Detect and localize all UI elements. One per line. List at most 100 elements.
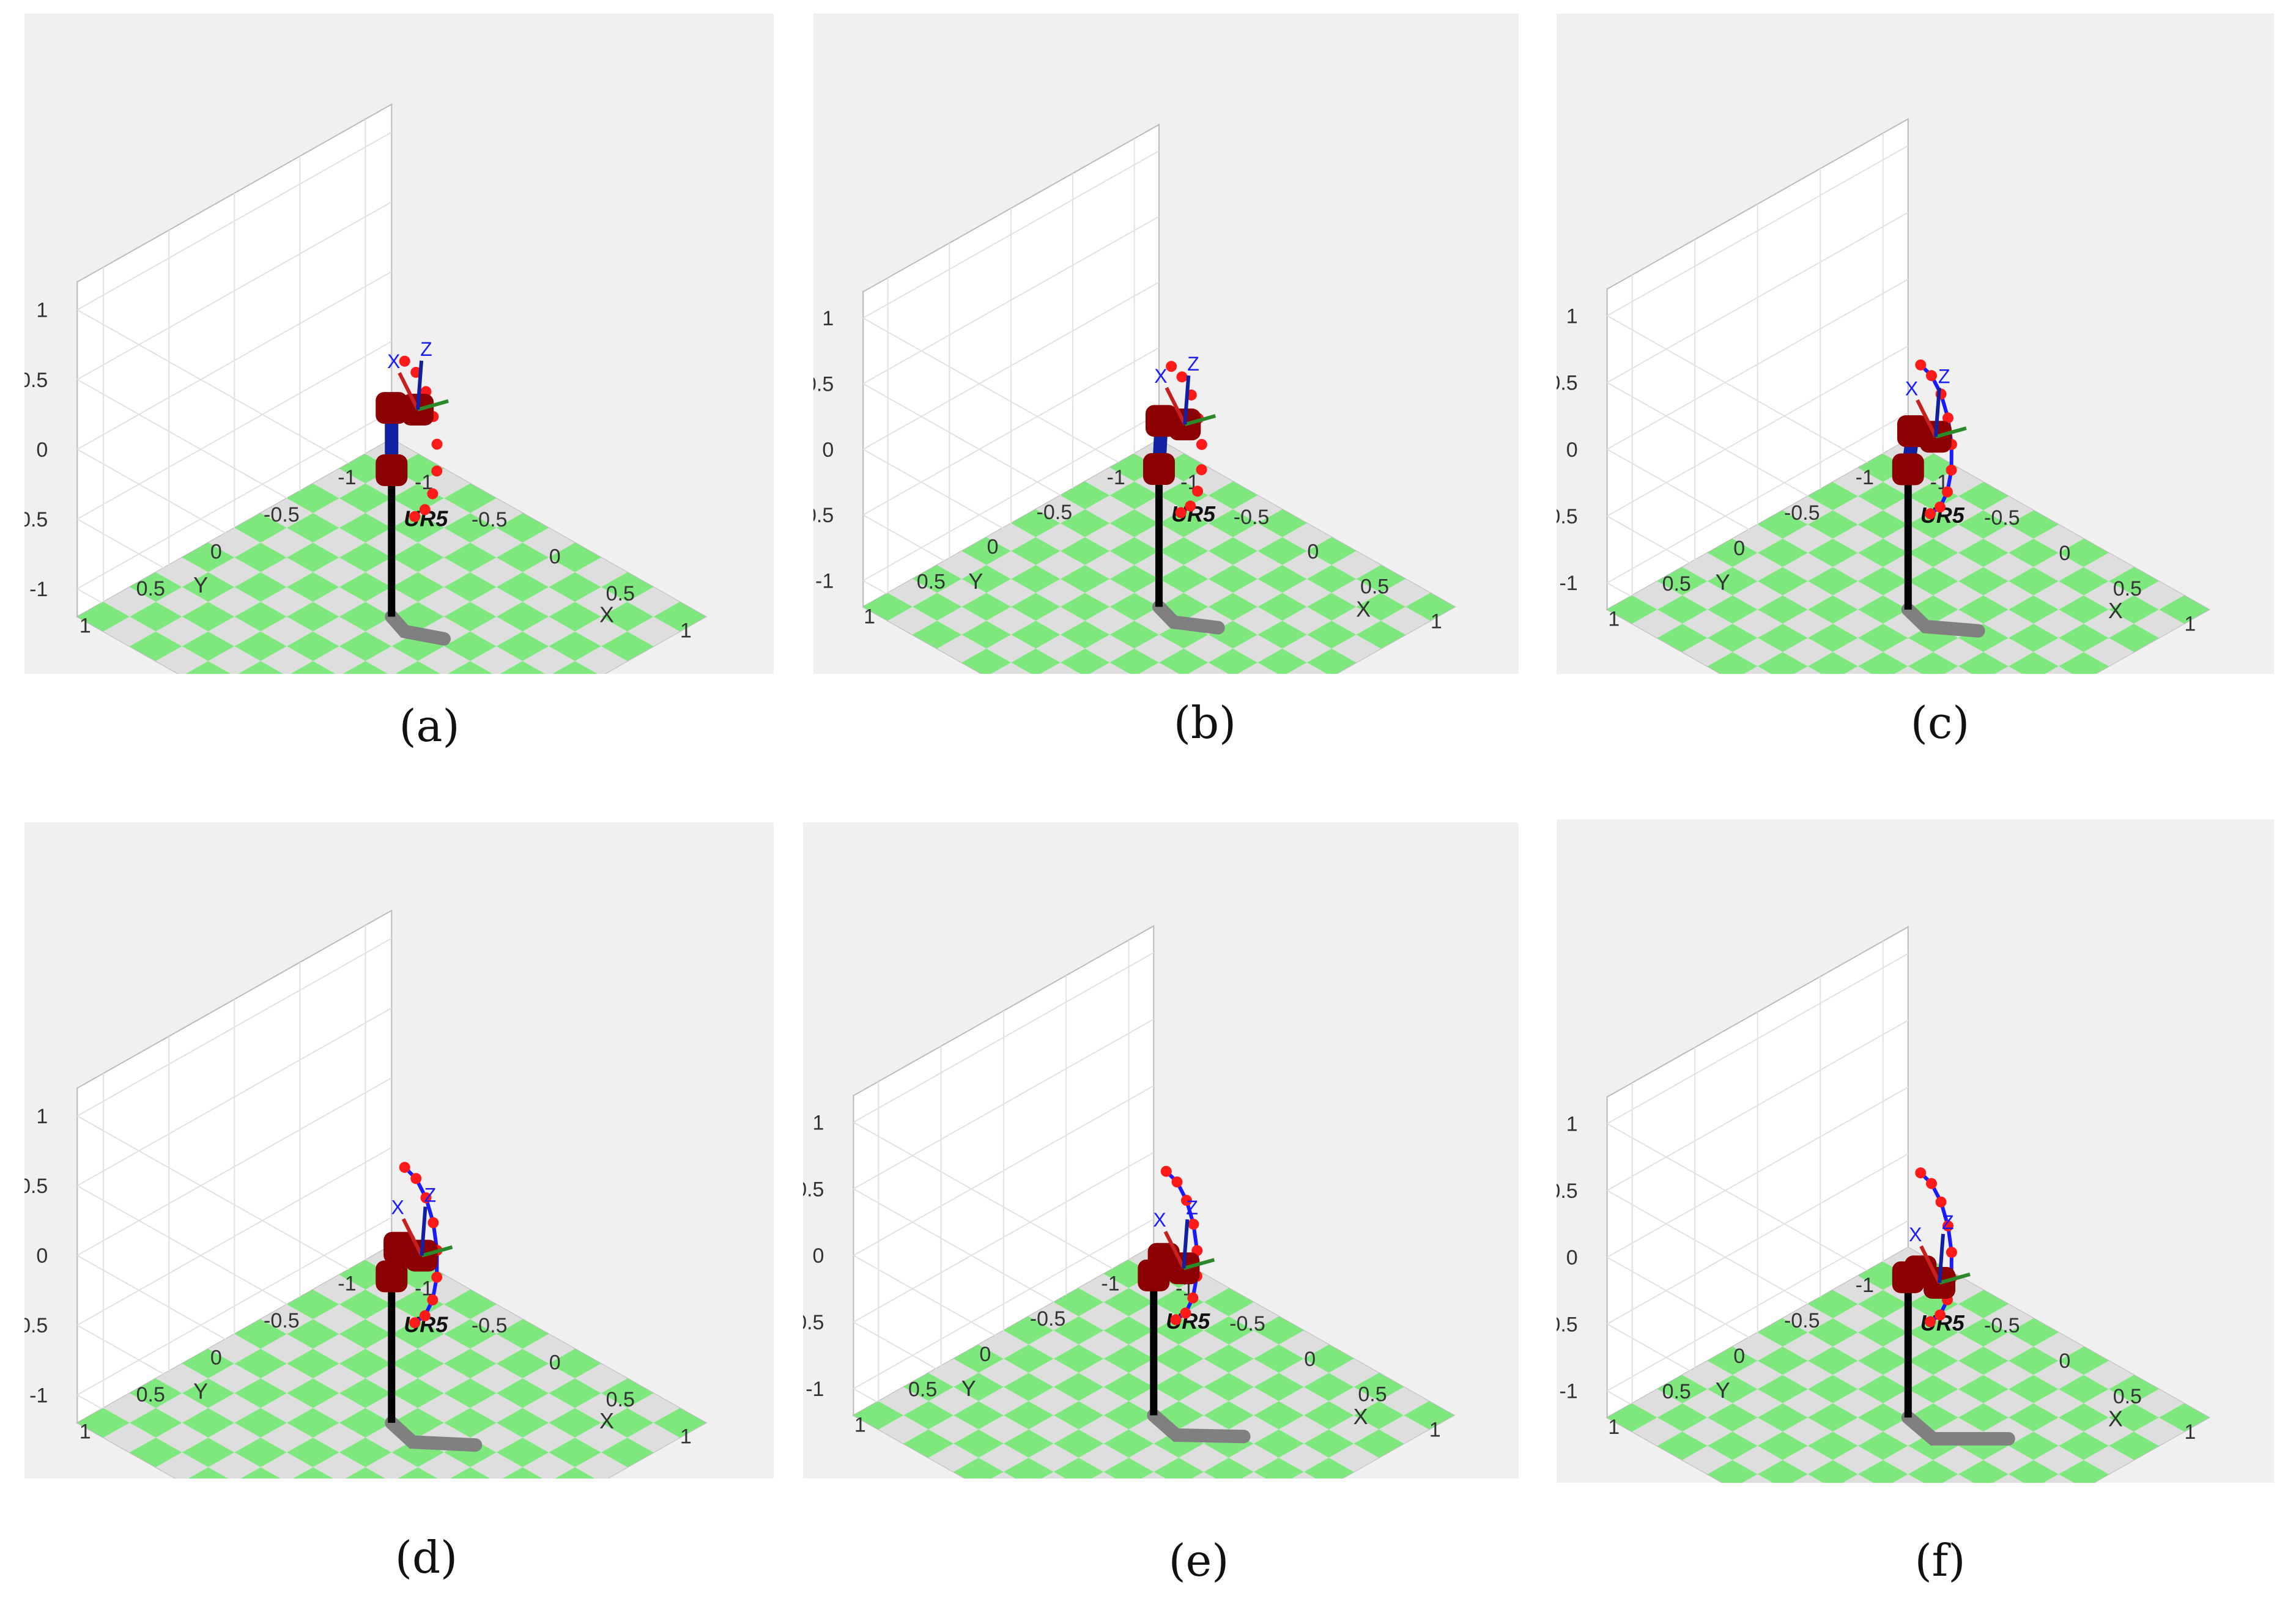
floor-tile (496, 513, 549, 543)
floor-tile (496, 631, 549, 662)
floor-tile (470, 1364, 523, 1394)
floor-tile (286, 542, 339, 572)
floor-tile (1053, 1345, 1104, 1373)
floor-tile (443, 1348, 497, 1379)
grid-line (1607, 278, 1909, 450)
floor-tile (286, 602, 339, 632)
floor-tile (522, 1364, 576, 1394)
floor-tile (575, 1452, 628, 1479)
floor-tile (1053, 1316, 1104, 1345)
floor-tile (290, 661, 336, 674)
floor-tile (2058, 1375, 2109, 1404)
z-tick-label: -0.5 (1557, 1313, 1578, 1336)
waypoint (1170, 1314, 1182, 1326)
floor-tile (129, 602, 182, 632)
y-axis-label: Y (193, 572, 208, 597)
frame-y-arrow (1184, 414, 1217, 427)
x-tick-label: 1 (2184, 613, 2196, 636)
floor-tile (313, 1422, 366, 1453)
floor-tile (234, 1348, 287, 1379)
floor-tile (1857, 1375, 1908, 1404)
floor-tile (1232, 578, 1283, 607)
floor-tile (912, 621, 962, 649)
floor-tile (863, 593, 913, 621)
y-tick-label: -1 (338, 466, 356, 489)
floor-tile (928, 1387, 979, 1416)
floor-tile (1807, 652, 1858, 674)
z-tick-label: -0.5 (24, 508, 48, 531)
floor-tile (496, 1348, 549, 1379)
floor-tile (2008, 567, 2059, 596)
floor-tile (903, 1401, 954, 1430)
floor-tile (954, 1457, 1004, 1479)
grid-line (1607, 315, 1909, 487)
y-tick-label: 1 (80, 1420, 91, 1444)
floor-tile (627, 1422, 680, 1453)
floor-tile (1257, 621, 1307, 649)
floor-tile (1232, 551, 1283, 579)
floor-tile (1757, 1403, 1808, 1432)
panel-f: 10.50-0.5-1-1-0.500.5110.50-0.5-1ZXYUR5X… (1557, 819, 2274, 1483)
floor-tile (1103, 1345, 1154, 1373)
z-tick-label: 0.5 (24, 369, 48, 392)
floor-tile (1354, 1373, 1404, 1401)
waypoint (1175, 507, 1187, 519)
z-tick-label: 0 (36, 438, 48, 462)
floor-tile (1028, 1443, 1079, 1472)
waypoint (420, 1192, 432, 1203)
y-tick-label: -1 (1107, 466, 1125, 489)
z-tick-label: 0.5 (24, 1175, 48, 1198)
floor-tile (313, 1274, 366, 1305)
floor-tile (1028, 1330, 1079, 1359)
waypoint (399, 355, 410, 367)
floor-tile (1983, 524, 2034, 553)
floor-tile (1183, 634, 1233, 663)
x-tick-label: 0 (549, 545, 561, 568)
floor-tile (1103, 1429, 1154, 1458)
floor-tile (575, 616, 628, 646)
floor-tile (1053, 1288, 1104, 1316)
floor-tile (1807, 1460, 1858, 1483)
waypoint (431, 438, 443, 450)
floor-tile (954, 1429, 1004, 1458)
floor-tile (1707, 1403, 1758, 1432)
z-tick-label: -0.5 (1557, 505, 1578, 528)
caption-c: (c) (1910, 697, 1970, 748)
floor-tile (1707, 624, 1758, 652)
floor-tile (1782, 581, 1833, 610)
z-tick-label: 1 (813, 1111, 824, 1134)
floor-tile (1253, 1316, 1304, 1345)
floor-tile (1232, 523, 1283, 552)
floor-tile (1257, 648, 1307, 674)
floor-tile (1942, 1474, 1974, 1483)
floor-tile (1232, 634, 1283, 663)
floor-tile (1154, 1373, 1204, 1401)
floor-tile (339, 1408, 392, 1438)
floor-tile (1933, 581, 1983, 610)
floor-tile (418, 646, 470, 674)
waypoint (431, 465, 443, 477)
y-tick-label: 0.5 (136, 577, 165, 600)
panel-e: 10.50-0.5-1-1-0.500.5110.50-0.5-1ZXYUR5X… (803, 822, 1519, 1479)
floor-tile (522, 1452, 576, 1479)
floor-tile (261, 1304, 313, 1334)
x-tick-label: -0.5 (1984, 506, 2020, 530)
y-axis-label: Y (968, 569, 983, 594)
floor-tile (443, 572, 497, 602)
frame-z-label: Z (1187, 353, 1199, 375)
z-tick-label: 1 (822, 307, 834, 330)
floor-tile (1782, 1417, 1833, 1446)
floor-tile (1958, 1431, 2009, 1460)
y-tick-label: -1 (1856, 1274, 1874, 1297)
waypoint (419, 504, 431, 515)
x-tick-label: 0 (1307, 541, 1319, 564)
floor-tile (1757, 539, 1808, 567)
floor-tile (286, 1378, 339, 1408)
floor-tile (1278, 1330, 1329, 1359)
y-tick-label: 1 (1608, 1416, 1620, 1439)
floor-tile (1732, 1417, 1783, 1446)
y-tick-label: 0 (210, 540, 222, 563)
z-tick-label: 0 (1566, 1246, 1578, 1269)
floor-tile (1053, 1401, 1104, 1430)
grid-line (862, 317, 1160, 486)
